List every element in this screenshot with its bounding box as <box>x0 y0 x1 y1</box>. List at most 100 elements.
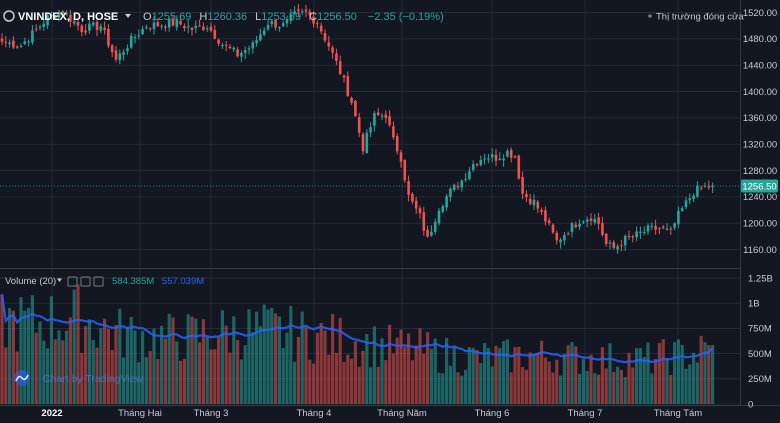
candle-body <box>555 232 559 241</box>
symbol-logo-icon <box>3 10 15 22</box>
candle-body <box>654 225 657 230</box>
volume-bar <box>475 349 479 404</box>
volume-bar <box>175 341 179 404</box>
candle-body <box>593 218 597 223</box>
volume-bar <box>72 289 76 404</box>
candle-body <box>388 116 391 126</box>
volume-bar <box>152 328 156 404</box>
volume-bar <box>258 326 262 404</box>
candle-body <box>646 225 650 232</box>
volume-bar <box>106 328 110 404</box>
candle-body <box>34 28 38 30</box>
volume-bar <box>642 357 646 404</box>
volume-bar <box>410 360 414 404</box>
volume-bar <box>277 316 281 404</box>
candle-body <box>319 25 323 32</box>
price-tick-label: 1480.00 <box>743 34 777 45</box>
candle-body <box>650 225 654 227</box>
chevron-down-icon[interactable] <box>125 14 131 18</box>
volume-bar <box>224 325 228 404</box>
price-axis[interactable]: 1160.00 1200.00 1240.00 1280.00 1320.00 1360.… <box>743 8 777 256</box>
volume-bar <box>205 336 209 404</box>
candle-body <box>673 223 676 228</box>
candle-body <box>513 156 517 158</box>
volume-bar <box>445 337 449 404</box>
candle-body <box>498 158 502 160</box>
volume-bar <box>160 325 164 404</box>
volume-bar <box>635 348 639 404</box>
candle-body <box>547 220 551 224</box>
candle-body <box>145 27 148 29</box>
candle-body <box>91 22 95 26</box>
candle-body <box>456 186 460 188</box>
volume-bar <box>65 330 69 404</box>
candle-body <box>373 113 376 126</box>
candle-body <box>122 52 125 55</box>
volume-bar <box>699 335 703 404</box>
volume-bar <box>593 373 597 404</box>
candle-body <box>323 33 327 41</box>
candle-body <box>156 22 160 27</box>
volume-tick-label: 250M <box>748 374 772 385</box>
candle-body <box>342 75 346 78</box>
volume-bar <box>673 342 677 404</box>
volume-bar <box>57 330 61 404</box>
volume-bar <box>110 349 114 404</box>
candle-body <box>31 30 34 43</box>
volume-bar <box>331 313 335 404</box>
volume-bar <box>114 324 118 404</box>
volume-bar <box>11 310 15 404</box>
volume-bar <box>293 361 297 404</box>
time-axis[interactable]: 2022 Tháng Hai Tháng 3 Tháng 4 Tháng Năm Thán… <box>41 408 702 419</box>
candle-body <box>433 221 437 232</box>
tradingview-branding[interactable]: Chart by TradingView <box>14 370 144 386</box>
candle-body <box>399 152 403 162</box>
price-change: −2.35 (−0.19%) <box>368 11 444 23</box>
volume-bar <box>315 332 319 404</box>
candle-body <box>468 171 471 180</box>
tradingview-wave-icon <box>15 374 29 382</box>
volume-bar <box>399 329 403 404</box>
candle-body <box>103 27 106 31</box>
volume-title: Volume (20) <box>5 276 56 287</box>
volume-bar <box>498 348 502 404</box>
volume-bar <box>585 370 589 404</box>
volume-bar <box>274 313 278 404</box>
candle-body <box>384 114 388 119</box>
volume-bar <box>353 341 357 404</box>
candle-body <box>532 199 536 206</box>
volume-bar <box>680 345 684 404</box>
candle-body <box>274 20 277 28</box>
candle-body <box>563 235 566 241</box>
candle-body <box>12 40 15 48</box>
settings-icon[interactable] <box>80 276 91 287</box>
candle-body <box>536 201 540 209</box>
candle-body <box>479 160 483 165</box>
candle-body <box>589 218 593 221</box>
volume-values: 584.385M 557.039M <box>112 276 204 287</box>
candle-body <box>680 208 684 211</box>
chevron-down-icon[interactable] <box>57 278 62 283</box>
eye-icon[interactable] <box>67 276 78 287</box>
candle-body <box>612 242 616 248</box>
candle-body <box>665 228 669 230</box>
symbol-info[interactable]: VNINDEX, D, HOSE <box>3 10 131 23</box>
candle-body <box>46 15 49 26</box>
close-icon[interactable] <box>93 276 104 287</box>
volume-axis[interactable]: 0 250M 500M 750M 1B 1.25B <box>748 273 773 410</box>
candle-body <box>502 158 505 161</box>
candle-body <box>354 100 357 117</box>
candle-body <box>110 45 114 53</box>
volume-bar <box>471 347 475 404</box>
volume-bar <box>467 347 471 404</box>
candle-body <box>84 30 87 33</box>
candle-body <box>129 35 133 48</box>
volume-bar <box>201 319 205 404</box>
candle-body <box>80 25 84 33</box>
volume-bar <box>703 342 707 404</box>
candle-body <box>262 30 266 35</box>
volume-bar <box>608 343 612 404</box>
volume-bar <box>464 369 468 404</box>
